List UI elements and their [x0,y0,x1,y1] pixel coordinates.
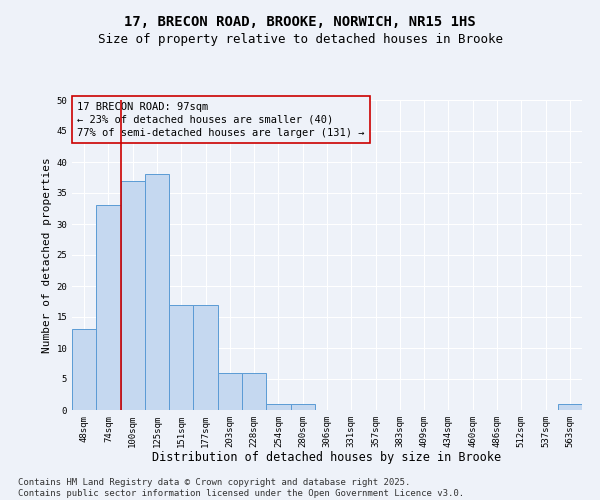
Bar [193,304,218,410]
Bar [96,206,121,410]
Bar [145,174,169,410]
Bar [558,404,582,410]
Text: 17, BRECON ROAD, BROOKE, NORWICH, NR15 1HS: 17, BRECON ROAD, BROOKE, NORWICH, NR15 1… [124,15,476,29]
Bar [290,404,315,410]
Text: Contains HM Land Registry data © Crown copyright and database right 2025.
Contai: Contains HM Land Registry data © Crown c… [18,478,464,498]
Bar [218,373,242,410]
Bar [72,330,96,410]
Text: Size of property relative to detached houses in Brooke: Size of property relative to detached ho… [97,32,503,46]
Text: 17 BRECON ROAD: 97sqm
← 23% of detached houses are smaller (40)
77% of semi-deta: 17 BRECON ROAD: 97sqm ← 23% of detached … [77,102,365,138]
X-axis label: Distribution of detached houses by size in Brooke: Distribution of detached houses by size … [152,452,502,464]
Bar [242,373,266,410]
Bar [169,304,193,410]
Bar [266,404,290,410]
Y-axis label: Number of detached properties: Number of detached properties [42,157,52,353]
Bar [121,180,145,410]
